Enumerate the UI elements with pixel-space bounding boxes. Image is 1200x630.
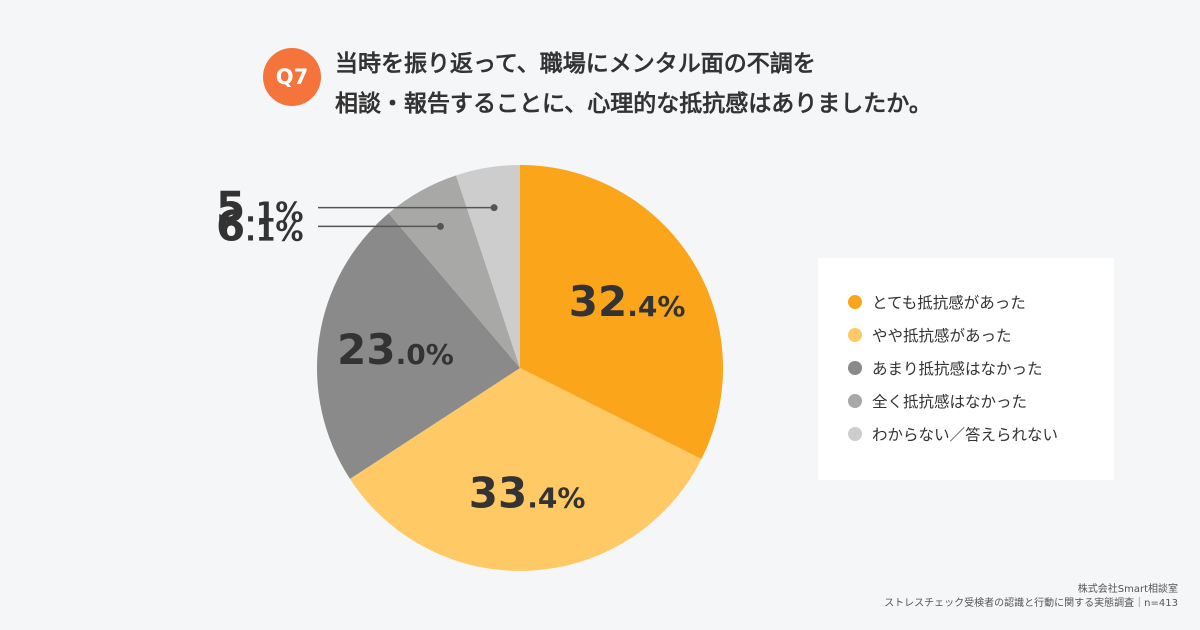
pie-slice-very-resistant bbox=[520, 165, 724, 460]
source-survey: ストレスチェック受検者の認識と行動に関する実態調査｜n=413 bbox=[884, 598, 1178, 609]
legend-item-very-resistant: とても抵抗感があった bbox=[848, 285, 1114, 318]
question-title: 当時を振り返って、職場にメンタル面の不調を 相談・報告することに、心理的な抵抗感… bbox=[335, 44, 932, 124]
pie-slice-somewhat-resistant bbox=[349, 368, 702, 572]
chart-legend: とても抵抗感があった やや抵抗感があったあまり抵抗感はなかった 全く抵抗感はなかった… bbox=[818, 258, 1114, 480]
legend-label: やや抵抗感があった bbox=[872, 326, 1012, 345]
legend-swatch bbox=[848, 327, 862, 342]
legend-item-unknown: わからない／答えられない bbox=[848, 417, 1114, 450]
pie-slice-unknown bbox=[456, 165, 520, 368]
pie-label-not-very-resistant: 23.0% bbox=[337, 325, 454, 374]
pie-slice-not-resistant-at-all bbox=[388, 175, 520, 368]
legend-swatch bbox=[848, 426, 862, 441]
legend-swatch bbox=[848, 393, 862, 408]
pie-leader-lines bbox=[318, 204, 498, 230]
legend-label: あまり抵抗感はなかった bbox=[872, 359, 1043, 378]
legend-label: とても抵抗感があった bbox=[872, 293, 1026, 312]
pie-label-somewhat-resistant: 33.4% bbox=[469, 469, 586, 518]
source-company: 株式会社Smart相談室 bbox=[1077, 584, 1178, 595]
legend-item-not-resistant-at-all: 全く抵抗感はなかった bbox=[848, 384, 1114, 417]
pie-label-unknown: 5.1% bbox=[216, 183, 303, 232]
legend-label: わからない／答えられない bbox=[872, 425, 1059, 444]
legend-item-not-very-resistant: あまり抵抗感はなかった bbox=[848, 351, 1114, 384]
legend-label: 全く抵抗感はなかった bbox=[872, 392, 1028, 411]
legend-swatch bbox=[848, 360, 862, 375]
source-note: 株式会社Smart相談室 ストレスチェック受検者の認識と行動に関する実態調査｜n… bbox=[884, 583, 1178, 611]
question-badge: Q7 bbox=[263, 48, 321, 106]
pie-label-very-resistant: 32.4% bbox=[569, 277, 686, 326]
pie-slice-not-very-resistant bbox=[317, 213, 520, 479]
pie-slices bbox=[317, 165, 724, 572]
pie-labels: 32.4% 33.4% 23.0% 6.1%5.1% bbox=[216, 183, 685, 518]
question-title-line-1: 当時を振り返って、職場にメンタル面の不調を bbox=[335, 51, 816, 77]
pie-label-not-resistant-at-all: 6.1% bbox=[216, 201, 303, 250]
question-title-line-2: 相談・報告することに、心理的な抵抗感はありましたか。 bbox=[335, 91, 932, 117]
legend-swatch bbox=[848, 294, 862, 309]
legend-item-somewhat-resistant: やや抵抗感があった bbox=[848, 318, 1114, 351]
